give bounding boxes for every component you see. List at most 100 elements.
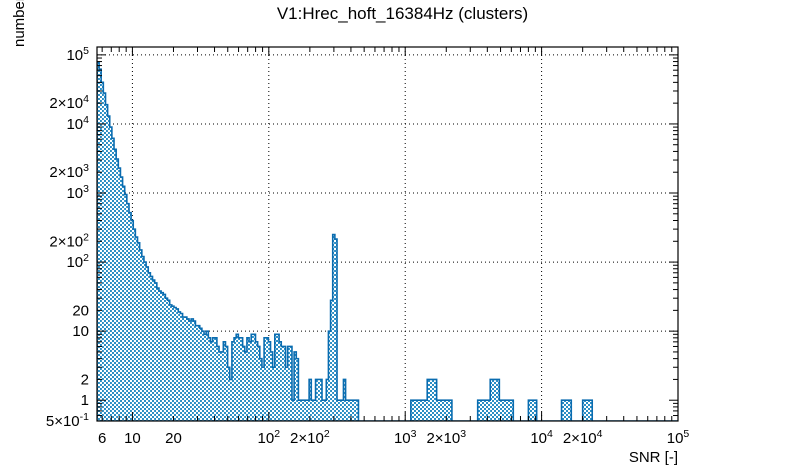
- histogram-bar: [313, 400, 316, 421]
- histogram-bar: [124, 194, 127, 421]
- histogram-bar: [118, 168, 121, 421]
- y-tick-label: 103: [66, 183, 89, 202]
- histogram-bar: [201, 331, 205, 421]
- histogram-bar: [255, 341, 258, 421]
- histogram-bar: [328, 331, 331, 421]
- x-tick-label: 104: [530, 428, 553, 447]
- histogram-bar: [347, 400, 350, 421]
- y-tick-label: 20: [72, 302, 89, 319]
- histogram-bar: [195, 325, 198, 421]
- histogram-bar: [330, 300, 333, 421]
- histogram-bar: [315, 379, 318, 421]
- histogram-bar: [107, 116, 110, 421]
- histogram-bar: [154, 282, 157, 421]
- x-tick-label: 2×102: [290, 428, 330, 447]
- y-axis-ticks: [97, 54, 678, 422]
- histogram-bar: [311, 400, 314, 421]
- histogram-bar: [294, 351, 297, 421]
- axis-frame: [96, 46, 679, 422]
- histogram-bar: [199, 328, 202, 421]
- x-tick-label: 6: [98, 430, 106, 447]
- histogram-bar: [582, 400, 593, 421]
- histogram-bar: [176, 308, 179, 421]
- histogram-bar: [304, 400, 307, 421]
- histogram-bar: [281, 346, 284, 421]
- histogram-bar: [206, 331, 209, 421]
- histogram-bar: [105, 104, 108, 421]
- histogram-bar: [285, 367, 288, 421]
- x-tick-label: 2×103: [426, 428, 466, 447]
- histogram-bar: [300, 400, 303, 421]
- histogram-bar: [319, 379, 322, 421]
- histogram-bar: [156, 288, 159, 421]
- histogram-bar: [302, 400, 305, 421]
- histogram-bar: [103, 93, 106, 421]
- histogram-bar: [221, 351, 224, 421]
- y-tick-label: 102: [66, 252, 89, 271]
- histogram-bar: [354, 400, 357, 421]
- page-title: V1:Hrec_hoft_16384Hz (clusters): [276, 4, 529, 23]
- histogram-bar: [171, 306, 174, 421]
- histogram-bar: [339, 400, 342, 421]
- histogram-bar: [219, 351, 222, 421]
- histogram-bar: [345, 400, 348, 421]
- y-tick-label: 2×103: [49, 162, 89, 181]
- histogram-bar: [249, 341, 252, 421]
- y-tick-label: 104: [66, 114, 89, 133]
- y-tick-label: 2: [81, 371, 89, 388]
- y-tick-label: 1: [81, 392, 89, 409]
- histogram-bar: [158, 291, 162, 421]
- y-axis-title: number of clusters / bin: [11, 0, 28, 47]
- histogram-bar: [296, 358, 299, 421]
- histogram-bar: [193, 321, 196, 421]
- y-tick-label: 105: [66, 45, 89, 64]
- y-tick-label: 5×10-1: [46, 411, 89, 430]
- histogram-bar: [216, 346, 220, 421]
- x-axis-tick-labels: 6 10 20 102 2×102 103 2×103 104 2×104 105: [98, 428, 689, 447]
- histogram-bar: [165, 298, 168, 421]
- histogram-bar: [298, 400, 301, 421]
- histogram-bar: [116, 159, 119, 421]
- histogram-bar: [251, 334, 254, 421]
- histogram-bar: [268, 341, 271, 421]
- histogram-bar: [244, 351, 247, 421]
- histogram-bar: [148, 272, 151, 421]
- histogram-bar: [208, 337, 211, 421]
- histogram-bar: [261, 367, 265, 421]
- histogram-bar: [240, 337, 243, 421]
- histogram-bar: [427, 379, 437, 421]
- histogram-bar: [352, 400, 355, 421]
- histogram-bar: [289, 346, 292, 421]
- histogram-bar: [477, 400, 491, 421]
- histogram-bar: [306, 400, 310, 421]
- histogram-bar: [343, 379, 346, 421]
- histogram-bar: [143, 262, 147, 421]
- histogram-bar: [135, 237, 138, 421]
- histogram-bar: [126, 203, 129, 421]
- histogram-bar: [128, 212, 132, 421]
- histogram-bar: [332, 234, 335, 421]
- x-tick-label: 2×104: [563, 428, 603, 447]
- histogram-bar: [225, 346, 228, 421]
- histogram-bar: [227, 367, 230, 421]
- histogram-bar: [287, 346, 290, 421]
- histogram-bar: [499, 400, 514, 421]
- histogram-bar: [101, 82, 104, 421]
- histogram-bar: [291, 400, 295, 421]
- histogram-bar: [334, 239, 338, 421]
- histogram-bar: [266, 337, 269, 421]
- histogram-bar: [242, 346, 245, 421]
- histogram-bar: [210, 341, 213, 421]
- histogram-bar: [189, 321, 192, 421]
- histogram-bar: [167, 300, 170, 421]
- histogram-bar: [214, 337, 217, 421]
- histogram-bar: [184, 317, 187, 421]
- histogram-bar: [272, 367, 275, 421]
- histogram-bar: [321, 400, 325, 421]
- x-tick-label: 102: [258, 428, 281, 447]
- histogram-bar: [191, 318, 194, 421]
- histogram-bar: [349, 400, 353, 421]
- histogram-bar: [141, 256, 144, 421]
- histogram-bar: [173, 307, 177, 421]
